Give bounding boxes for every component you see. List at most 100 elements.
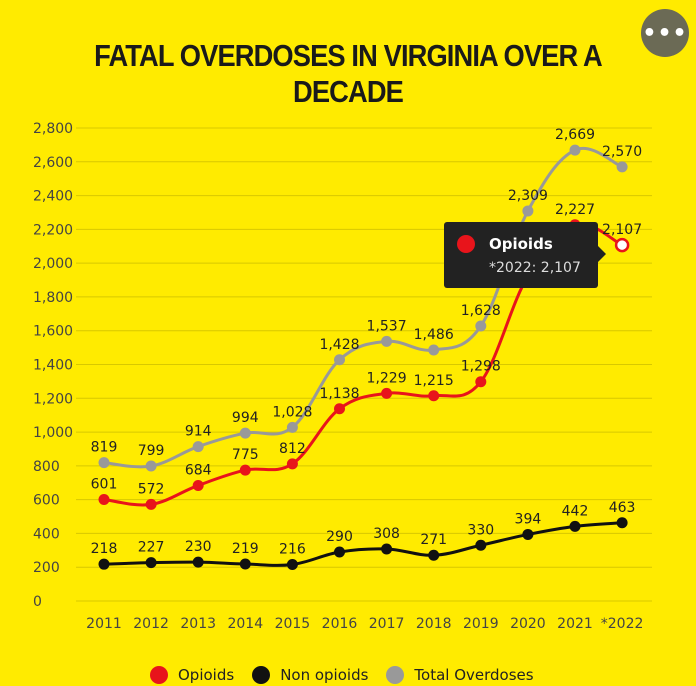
data-label: 775 — [232, 447, 259, 463]
x-tick-label: 2011 — [86, 616, 122, 632]
data-label: 1,138 — [319, 386, 359, 402]
y-tick-label: 2,200 — [33, 222, 73, 238]
x-tick-label: 2012 — [133, 616, 169, 632]
legend: Opioids Non opioids Total Overdoses — [150, 664, 534, 686]
y-tick-label: 1,600 — [33, 324, 73, 340]
data-point — [286, 559, 298, 571]
data-label: 2,107 — [602, 222, 642, 238]
data-point — [239, 427, 251, 439]
data-point — [334, 403, 345, 415]
data-point — [428, 344, 440, 356]
x-tick-label: 2015 — [275, 616, 311, 632]
data-label: 271 — [420, 532, 447, 548]
legend-item-opioids[interactable]: Opioids — [150, 664, 234, 686]
data-point — [522, 205, 534, 217]
tooltip-value: *2022: 2,107 — [489, 260, 581, 276]
data-point — [569, 520, 581, 532]
y-tick-label: 400 — [33, 526, 60, 542]
data-label: 819 — [91, 440, 118, 456]
data-label: 601 — [91, 476, 118, 492]
data-point — [475, 376, 487, 388]
tooltip-series-name: Opioids — [489, 235, 553, 253]
data-label: 1,298 — [461, 359, 501, 375]
data-label: 442 — [562, 503, 589, 519]
y-tick-label: 2,000 — [33, 256, 73, 272]
data-label: 1,215 — [414, 373, 454, 389]
data-label: 1,628 — [461, 303, 501, 319]
tooltip-series-dot — [457, 235, 475, 253]
data-point — [98, 457, 110, 469]
legend-swatch-opioids — [150, 666, 168, 684]
data-label: 572 — [138, 481, 165, 497]
data-point — [192, 556, 204, 568]
y-tick-label: 2,400 — [33, 189, 73, 205]
y-tick-label: 1,200 — [33, 391, 73, 407]
legend-swatch-total-overdoses — [386, 666, 405, 684]
data-label: 330 — [467, 522, 494, 538]
data-point — [428, 390, 440, 402]
data-label: 684 — [185, 462, 212, 478]
tooltip: Opioids *2022: 2,107 — [444, 222, 606, 288]
legend-item-non-opioids[interactable]: Non opioids — [252, 664, 368, 686]
data-label: 2,669 — [555, 127, 595, 143]
data-point — [145, 460, 157, 472]
legend-label-opioids: Opioids — [178, 666, 235, 684]
data-label: 1,486 — [414, 327, 454, 343]
x-tick-label: *2022 — [601, 616, 644, 632]
data-label: 308 — [373, 526, 400, 542]
data-point — [522, 528, 534, 540]
x-tick-label: 2017 — [369, 616, 405, 632]
data-point — [286, 458, 298, 470]
y-tick-label: 0 — [33, 594, 42, 610]
x-tick-label: 2014 — [227, 616, 263, 632]
y-tick-label: 200 — [33, 560, 60, 576]
x-tick-label: 2019 — [463, 616, 499, 632]
data-point — [192, 441, 204, 453]
data-label: 290 — [326, 529, 353, 545]
x-tick-label: 2020 — [510, 616, 546, 632]
data-point — [381, 387, 393, 399]
y-tick-label: 1,400 — [33, 358, 73, 374]
x-tick-label: 2021 — [557, 616, 593, 632]
data-label: 216 — [279, 542, 306, 558]
legend-swatch-non-opioids — [252, 666, 271, 684]
data-point — [381, 543, 393, 555]
data-label: 914 — [185, 424, 212, 440]
data-point — [381, 335, 393, 347]
x-tick-label: 2013 — [180, 616, 216, 632]
data-point — [98, 493, 110, 505]
data-point — [145, 557, 157, 569]
data-label: 2,570 — [602, 144, 642, 160]
data-point — [98, 558, 110, 570]
y-tick-label: 2,600 — [33, 155, 73, 171]
data-label: 394 — [515, 511, 542, 527]
legend-item-total-overdoses[interactable]: Total Overdoses — [386, 664, 534, 686]
x-tick-label: 2016 — [322, 616, 358, 632]
data-label: 1,428 — [319, 337, 359, 353]
data-label: 218 — [91, 541, 118, 557]
data-label: 1,537 — [367, 318, 407, 334]
data-point — [286, 421, 298, 433]
data-point — [569, 144, 581, 156]
data-point — [475, 320, 487, 332]
data-point — [616, 517, 628, 529]
data-label: 812 — [279, 441, 306, 457]
data-label: 2,309 — [508, 188, 548, 204]
data-label: 799 — [138, 443, 165, 459]
data-label: 463 — [609, 500, 636, 516]
data-label: 230 — [185, 539, 212, 555]
data-point — [334, 354, 345, 366]
y-tick-label: 2,800 — [33, 121, 73, 137]
data-point — [239, 558, 251, 570]
data-label: 994 — [232, 410, 259, 426]
y-tick-label: 800 — [33, 459, 60, 475]
data-label: 219 — [232, 541, 259, 557]
data-point — [428, 549, 440, 561]
data-label: 227 — [138, 540, 165, 556]
data-point — [616, 161, 628, 173]
data-label: 1,229 — [367, 370, 407, 386]
more-options-button[interactable]: ••• — [641, 9, 689, 57]
legend-label-total-overdoses: Total Overdoses — [414, 666, 534, 684]
chart-title: FATAL OVERDOSES IN VIRGINIA OVER A DECAD… — [94, 38, 603, 109]
